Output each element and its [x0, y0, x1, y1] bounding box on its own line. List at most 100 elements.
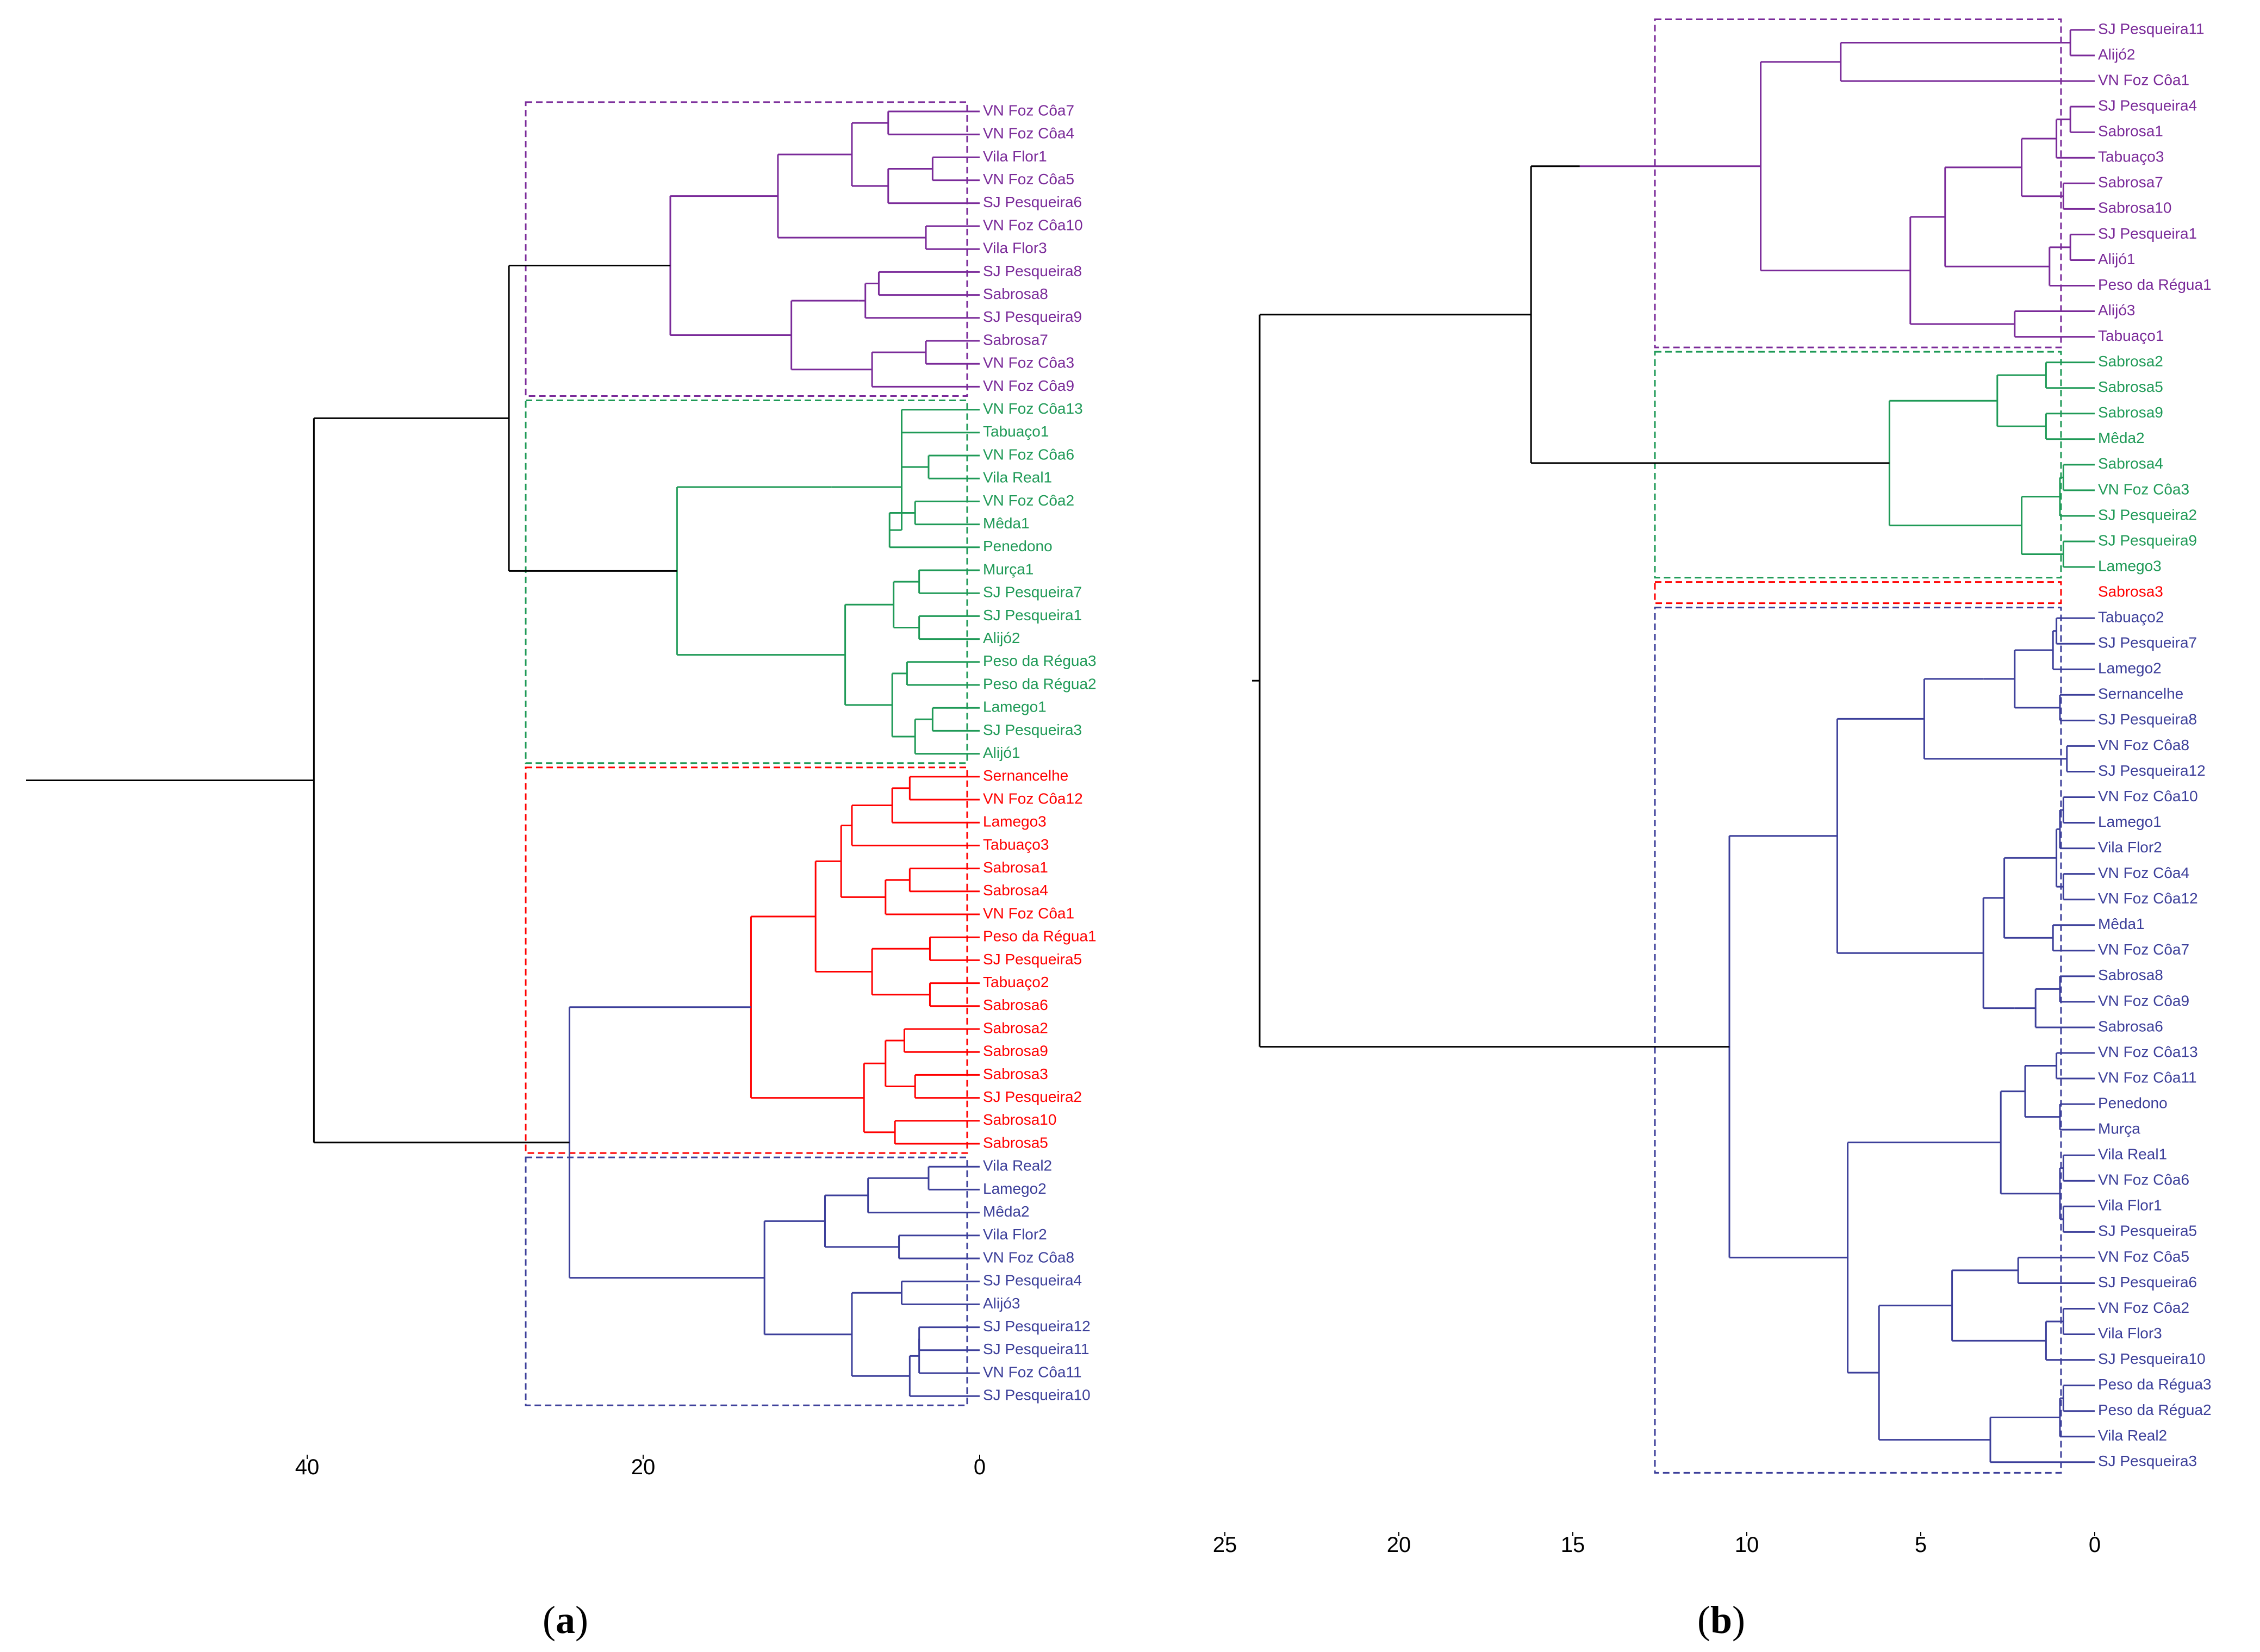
leaf-label: SJ Pesqueira2	[983, 1088, 1082, 1105]
leaf-label: VN Foz Côa5	[983, 171, 1074, 188]
leaf-label: Tabuaço1	[2098, 327, 2164, 344]
leaf-label: SJ Pesqueira8	[2098, 711, 2197, 728]
axis-tick-label: 0	[974, 1455, 986, 1479]
cluster-box	[1654, 581, 2062, 604]
leaf-label: Mêda2	[2098, 429, 2145, 446]
leaf-label: Sabrosa7	[2098, 174, 2163, 191]
leaf-label: Sabrosa3	[2098, 583, 2163, 600]
leaf-label: Tabuaço2	[2098, 609, 2164, 626]
leaf-label: VN Foz Côa2	[983, 492, 1074, 509]
panel-b-axis: 25 20 15 10 5 0	[1213, 1532, 2101, 1557]
leaf-label: VN Foz Côa6	[2098, 1171, 2189, 1188]
cluster-box	[525, 400, 968, 764]
leaf-label: Sabrosa1	[983, 859, 1048, 876]
leaf-label: SJ Pesqueira10	[983, 1387, 1091, 1404]
leaf-label: VN Foz Côa3	[983, 354, 1074, 371]
leaf-label: Penedono	[983, 538, 1053, 554]
leaf-label: Alijó1	[2098, 251, 2135, 267]
leaf-label: VN Foz Côa1	[2098, 71, 2189, 88]
leaf-label: Vila Flor2	[983, 1226, 1047, 1243]
leaf-label: Sernancelhe	[983, 767, 1068, 784]
leaf-label: SJ Pesqueira4	[2098, 97, 2197, 114]
leaf-label: SJ Pesqueira11	[983, 1341, 1089, 1357]
leaf-label: Sabrosa8	[983, 285, 1048, 302]
leaf-label: Sabrosa1	[2098, 123, 2163, 140]
leaf-label: Peso da Régua3	[983, 652, 1097, 669]
leaf-label: VN Foz Côa10	[2098, 788, 2198, 805]
leaf-label: VN Foz Côa8	[983, 1249, 1074, 1266]
leaf-label: VN Foz Côa12	[2098, 890, 2198, 907]
cluster-box	[525, 766, 968, 1154]
leaf-label: Alijó3	[2098, 302, 2135, 319]
leaf-label: Lamego2	[2098, 660, 2162, 677]
cluster-box	[1654, 607, 2062, 1474]
leaf-label: Vila Flor1	[2098, 1197, 2162, 1214]
leaf-label: Alijó1	[983, 744, 1020, 761]
leaf-label: Sabrosa10	[2098, 200, 2171, 216]
leaf-label: Sabrosa2	[983, 1019, 1048, 1036]
leaf-label: SJ Pesqueira7	[2098, 634, 2197, 651]
leaf-label: VN Foz Côa7	[2098, 941, 2189, 958]
panel-a-branches	[26, 110, 980, 1397]
leaf-label: VN Foz Côa3	[2098, 481, 2189, 497]
leaf-label: SJ Pesqueira11	[2098, 20, 2205, 37]
leaf-label: Sabrosa5	[983, 1134, 1048, 1151]
leaf-label: VN Foz Côa11	[983, 1363, 1082, 1380]
leaf-label: Penedono	[2098, 1094, 2168, 1111]
axis-tick-label: 0	[2089, 1533, 2101, 1557]
leaf-label: VN Foz Côa7	[983, 102, 1074, 119]
leaf-label: VN Foz Côa9	[983, 377, 1074, 394]
leaf-label: Vila Flor2	[2098, 839, 2162, 856]
leaf-label: SJ Pesqueira2	[2098, 506, 2197, 523]
leaf-label: Sabrosa7	[983, 331, 1048, 348]
leaf-label: Alijó2	[983, 629, 1020, 646]
leaf-label: Murça	[2098, 1120, 2140, 1137]
leaf-label: Sabrosa2	[2098, 353, 2163, 370]
leaf-label: SJ Pesqueira4	[983, 1272, 1082, 1289]
panel-b-cluster-boxes	[1654, 18, 2062, 1474]
leaf-label: VN Foz Côa11	[2098, 1069, 2197, 1086]
leaf-label: Lamego3	[2098, 557, 2162, 574]
panel-b-dendrogram: SJ Pesqueira11 Alijó2 VN Foz Côa1 SJ Pesque…	[1213, 18, 2212, 1642]
cluster-box	[525, 1156, 968, 1406]
leaf-label: Vila Flor3	[2098, 1325, 2162, 1342]
axis-tick-label: 5	[1915, 1533, 1927, 1557]
leaf-label: SJ Pesqueira3	[983, 721, 1082, 738]
leaf-label: Sabrosa6	[983, 996, 1048, 1013]
leaf-label: SJ Pesqueira12	[983, 1318, 1091, 1335]
leaf-label: Lamego3	[983, 813, 1047, 830]
leaf-label: Tabuaço2	[983, 974, 1049, 990]
cluster-box	[525, 101, 968, 397]
panel-a-cluster-boxes	[525, 101, 968, 1406]
leaf-label: VN Foz Côa13	[983, 400, 1083, 417]
leaf-label: SJ Pesqueira5	[983, 951, 1082, 968]
leaf-label: Alijó2	[2098, 46, 2135, 63]
leaf-label: Peso da Régua3	[2098, 1376, 2212, 1393]
panel-a-leaf-labels: VN Foz Côa7 VN Foz Côa4 Vila Flor1 VN Foz C…	[983, 102, 1097, 1403]
leaf-label: SJ Pesqueira5	[2098, 1223, 2197, 1239]
leaf-label: VN Foz Côa13	[2098, 1043, 2198, 1060]
leaf-label: Peso da Régua2	[2098, 1401, 2212, 1418]
leaf-label: Peso da Régua2	[983, 675, 1097, 692]
panel-a-dendrogram: VN Foz Côa7 VN Foz Côa4 Vila Flor1 VN Foz C…	[26, 101, 1097, 1642]
leaf-label: VN Foz Côa1	[983, 905, 1074, 921]
leaf-label: Alijó3	[983, 1295, 1020, 1312]
leaf-label: Tabuaço1	[983, 423, 1049, 440]
leaf-label: SJ Pesqueira7	[983, 584, 1082, 601]
axis-tick-label: 10	[1735, 1533, 1759, 1557]
leaf-label: Vila Real2	[2098, 1427, 2167, 1444]
cluster-box	[1654, 18, 2062, 348]
leaf-label: SJ Pesqueira8	[983, 263, 1082, 279]
leaf-label: SJ Pesqueira10	[2098, 1350, 2206, 1367]
leaf-label: VN Foz Côa4	[983, 125, 1074, 142]
leaf-label: SJ Pesqueira1	[983, 607, 1082, 624]
leaf-label: Mêda2	[983, 1203, 1030, 1220]
leaf-label: Sabrosa5	[2098, 378, 2163, 395]
axis-tick-label: 25	[1213, 1533, 1237, 1557]
axis-tick-label: 15	[1561, 1533, 1585, 1557]
axis-tick-label: 20	[631, 1455, 656, 1479]
leaf-label: SJ Pesqueira12	[2098, 762, 2206, 779]
leaf-label: Sabrosa3	[983, 1065, 1048, 1082]
panel-a-caption: (a)	[543, 1598, 588, 1642]
